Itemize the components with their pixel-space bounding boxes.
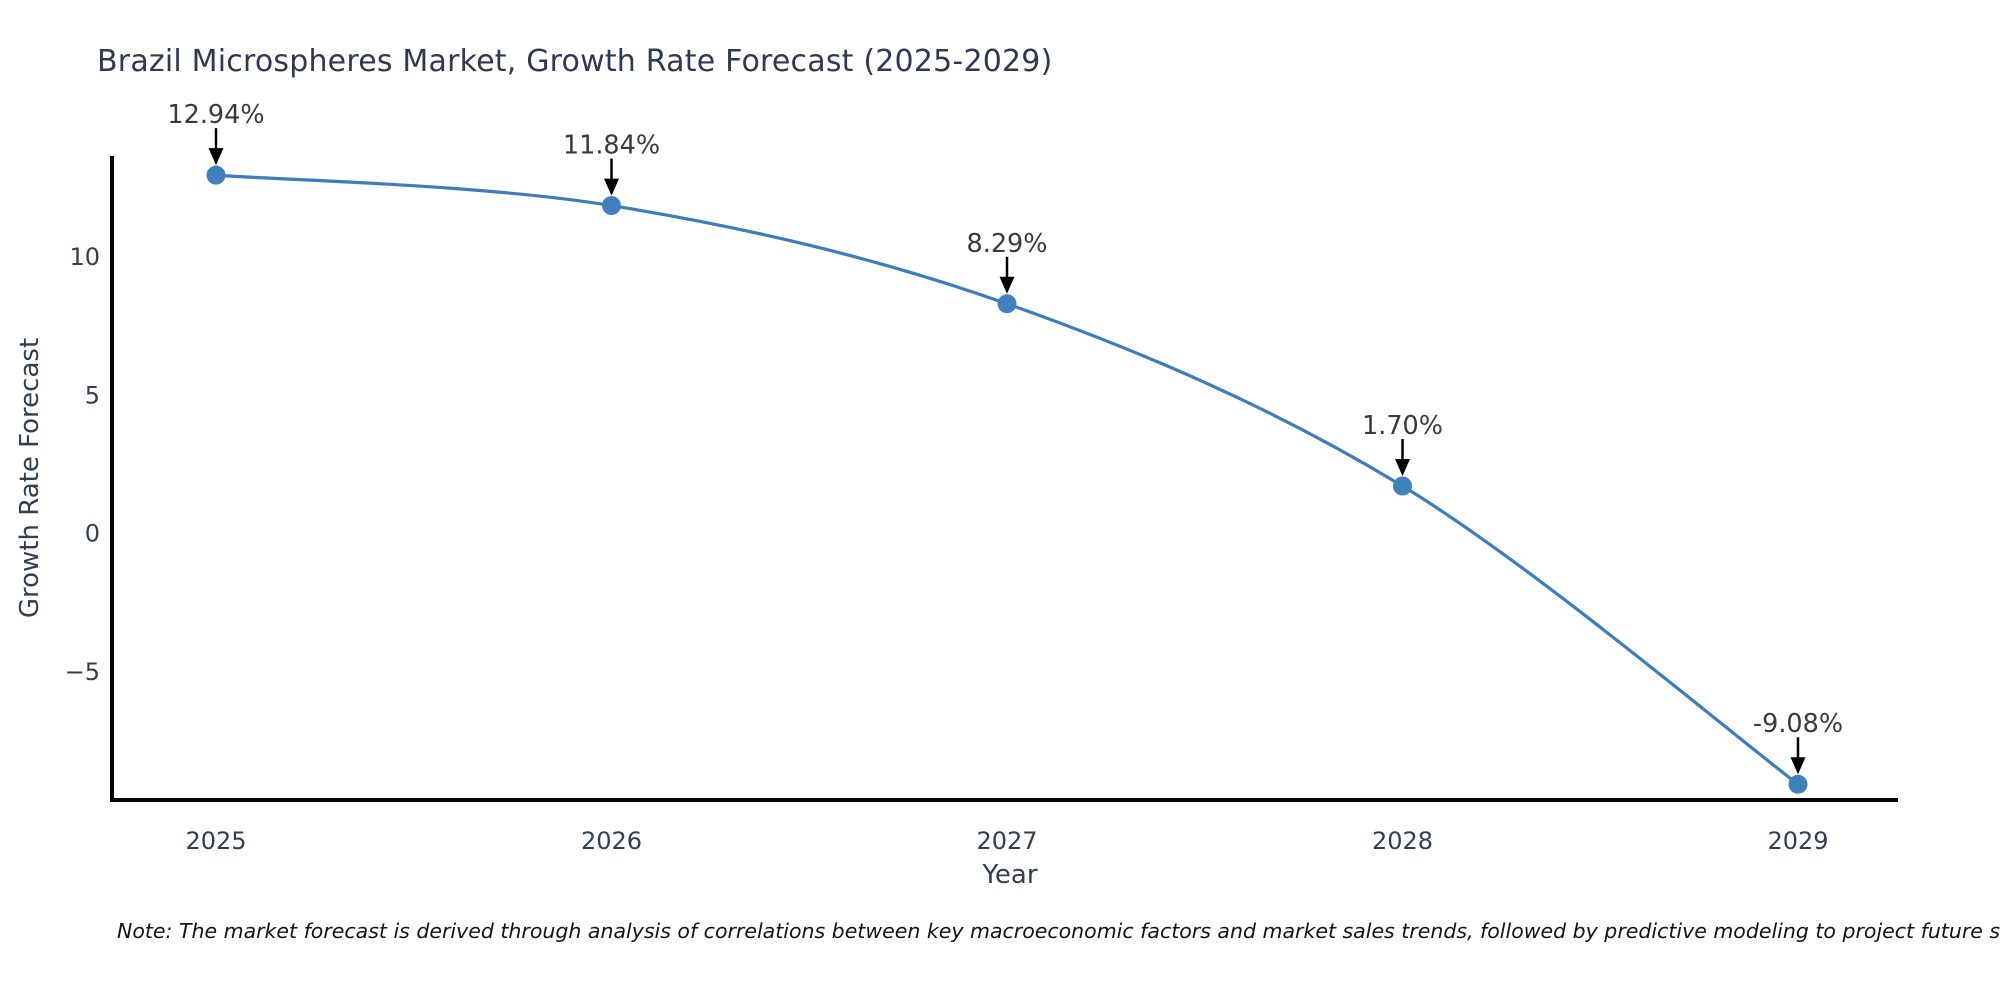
data-point-marker-2027 [997,294,1017,314]
x-axis-label: Year [982,860,1038,890]
chart-title: Brazil Microspheres Market, Growth Rate … [97,44,1053,79]
x-tick-label-2027: 2027 [976,827,1037,855]
forecast-line [214,173,1800,786]
y-tick-label-−5: −5 [65,658,100,686]
annotation-label-2028: 1.70% [1362,411,1443,441]
footnote: Note: The market forecast is derived thr… [117,919,2000,943]
y-tick-label-10: 10 [69,243,100,271]
x-tick-label-2026: 2026 [581,827,642,855]
annotation-label-2025: 12.94% [167,100,264,130]
annotation-label-2029: -9.08% [1753,709,1843,739]
annotation-arrow-head-2026 [604,178,619,196]
y-tick-label-5: 5 [85,381,100,409]
annotation-arrow-head-2029 [1790,757,1806,775]
x-tick-label-2025: 2025 [185,827,246,855]
annotation-label-2027: 8.29% [966,229,1047,259]
annotation-arrow-head-2027 [999,276,1015,294]
annotation-arrow-head-2028 [1395,459,1410,477]
y-tick-label-0: 0 [85,520,100,548]
x-tick-label-2029: 2029 [1767,827,1828,855]
x-tick-label-2028: 2028 [1372,827,1433,855]
data-point-marker-2029 [1788,774,1808,794]
data-point-marker-2026 [602,196,621,216]
y-axis-label: Growth Rate Forecast [15,337,45,619]
data-point-marker-2028 [1393,476,1412,496]
data-point-marker-2025 [206,165,226,185]
annotation-arrow-head-2025 [208,148,224,166]
annotation-label-2026: 11.84% [563,131,660,161]
